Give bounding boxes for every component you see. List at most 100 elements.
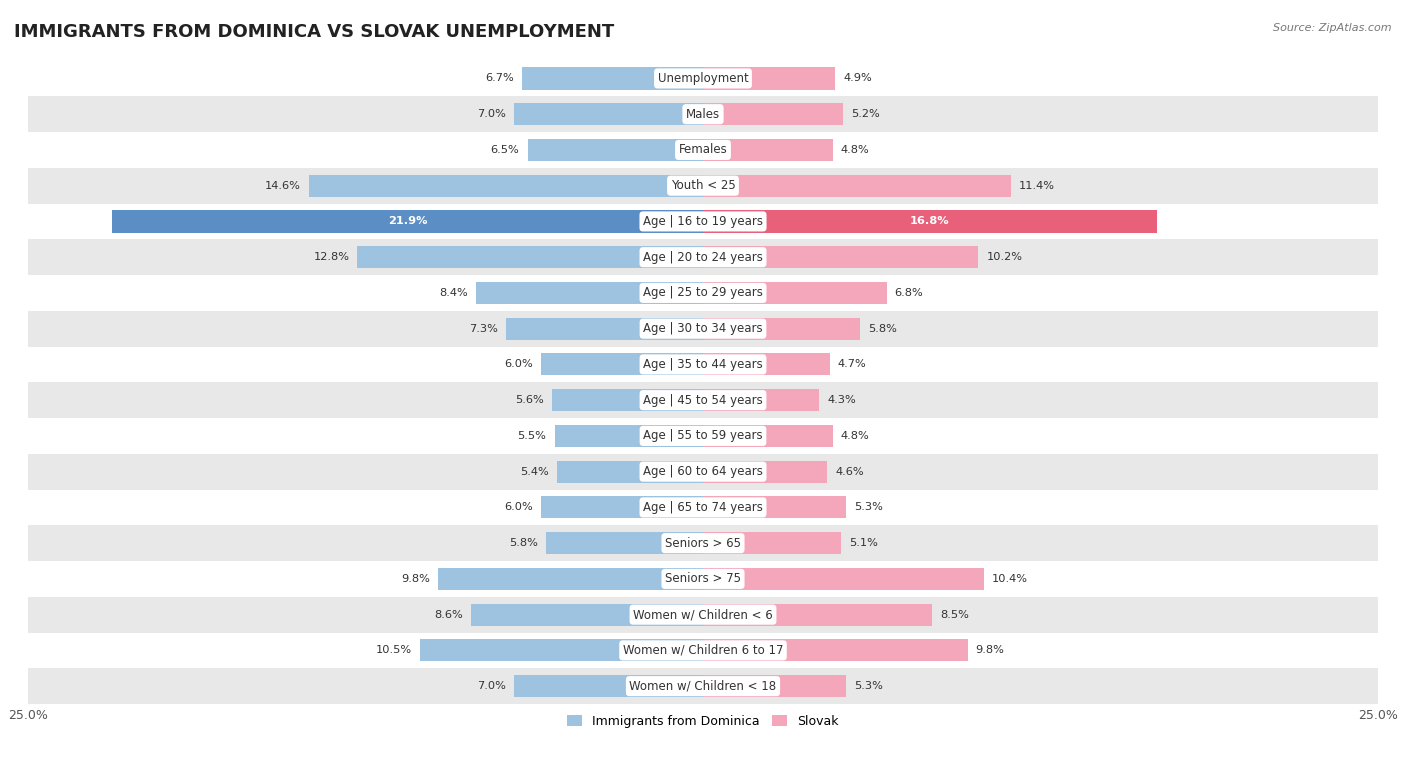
Text: Women w/ Children < 6: Women w/ Children < 6 <box>633 608 773 621</box>
Bar <box>703 318 859 340</box>
Text: Source: ZipAtlas.com: Source: ZipAtlas.com <box>1274 23 1392 33</box>
Text: 4.9%: 4.9% <box>844 73 872 83</box>
Text: 8.5%: 8.5% <box>941 609 969 620</box>
Bar <box>703 354 830 375</box>
Text: 16.8%: 16.8% <box>910 217 949 226</box>
Text: 5.3%: 5.3% <box>855 681 883 691</box>
Text: 5.4%: 5.4% <box>520 466 550 477</box>
Text: IMMIGRANTS FROM DOMINICA VS SLOVAK UNEMPLOYMENT: IMMIGRANTS FROM DOMINICA VS SLOVAK UNEMP… <box>14 23 614 41</box>
Text: 6.7%: 6.7% <box>485 73 515 83</box>
Bar <box>28 275 1378 311</box>
Text: 6.0%: 6.0% <box>505 360 533 369</box>
Text: Youth < 25: Youth < 25 <box>671 179 735 192</box>
Bar <box>703 640 967 662</box>
Bar <box>541 354 703 375</box>
Bar <box>703 103 844 125</box>
Bar <box>703 460 827 483</box>
Text: 6.0%: 6.0% <box>505 503 533 512</box>
Bar <box>703 67 835 89</box>
Bar <box>703 497 846 519</box>
Bar <box>703 246 979 268</box>
Bar <box>28 132 1378 168</box>
Bar <box>28 168 1378 204</box>
Text: 4.7%: 4.7% <box>838 360 866 369</box>
Text: Age | 25 to 29 years: Age | 25 to 29 years <box>643 286 763 300</box>
Text: 5.1%: 5.1% <box>849 538 877 548</box>
Text: 4.3%: 4.3% <box>827 395 856 405</box>
Text: Age | 30 to 34 years: Age | 30 to 34 years <box>643 322 763 335</box>
Bar <box>112 210 703 232</box>
Bar <box>547 532 703 554</box>
Text: 6.5%: 6.5% <box>491 145 519 155</box>
Text: Seniors > 65: Seniors > 65 <box>665 537 741 550</box>
Bar <box>28 96 1378 132</box>
Text: Females: Females <box>679 143 727 157</box>
Bar <box>703 389 820 411</box>
Text: Women w/ Children < 18: Women w/ Children < 18 <box>630 680 776 693</box>
Bar <box>28 418 1378 453</box>
Bar <box>439 568 703 590</box>
Bar <box>28 239 1378 275</box>
Text: Age | 60 to 64 years: Age | 60 to 64 years <box>643 465 763 478</box>
Text: 7.0%: 7.0% <box>477 681 506 691</box>
Text: 12.8%: 12.8% <box>314 252 349 262</box>
Text: Seniors > 75: Seniors > 75 <box>665 572 741 585</box>
Text: Age | 35 to 44 years: Age | 35 to 44 years <box>643 358 763 371</box>
Text: 11.4%: 11.4% <box>1019 181 1054 191</box>
Text: Age | 55 to 59 years: Age | 55 to 59 years <box>643 429 763 442</box>
Text: 9.8%: 9.8% <box>976 646 1004 656</box>
Text: Age | 16 to 19 years: Age | 16 to 19 years <box>643 215 763 228</box>
Text: Age | 45 to 54 years: Age | 45 to 54 years <box>643 394 763 407</box>
Text: 10.4%: 10.4% <box>991 574 1028 584</box>
Bar <box>28 347 1378 382</box>
Text: 5.5%: 5.5% <box>517 431 547 441</box>
Text: 7.0%: 7.0% <box>477 109 506 119</box>
Bar <box>28 382 1378 418</box>
Text: 14.6%: 14.6% <box>264 181 301 191</box>
Bar <box>527 139 703 161</box>
Bar <box>471 603 703 626</box>
Text: 4.6%: 4.6% <box>835 466 863 477</box>
Text: 5.8%: 5.8% <box>509 538 538 548</box>
Bar <box>557 460 703 483</box>
Bar <box>309 175 703 197</box>
Text: 5.8%: 5.8% <box>868 324 897 334</box>
Bar <box>703 675 846 697</box>
Bar <box>551 389 703 411</box>
Bar <box>28 561 1378 597</box>
Bar <box>703 425 832 447</box>
Text: 10.2%: 10.2% <box>987 252 1022 262</box>
Text: 5.3%: 5.3% <box>855 503 883 512</box>
Bar <box>28 204 1378 239</box>
Bar <box>703 603 932 626</box>
Text: 5.6%: 5.6% <box>515 395 544 405</box>
Bar <box>28 633 1378 668</box>
Bar <box>515 675 703 697</box>
Bar <box>28 311 1378 347</box>
Bar <box>506 318 703 340</box>
Text: Unemployment: Unemployment <box>658 72 748 85</box>
Text: Age | 65 to 74 years: Age | 65 to 74 years <box>643 501 763 514</box>
Text: 10.5%: 10.5% <box>375 646 412 656</box>
Text: 21.9%: 21.9% <box>388 217 427 226</box>
Bar <box>28 597 1378 633</box>
Bar <box>419 640 703 662</box>
Bar <box>477 282 703 304</box>
Bar <box>541 497 703 519</box>
Text: Women w/ Children 6 to 17: Women w/ Children 6 to 17 <box>623 644 783 657</box>
Bar <box>28 668 1378 704</box>
Text: 8.4%: 8.4% <box>440 288 468 298</box>
Legend: Immigrants from Dominica, Slovak: Immigrants from Dominica, Slovak <box>562 710 844 733</box>
Bar <box>357 246 703 268</box>
Bar <box>28 490 1378 525</box>
Text: Age | 20 to 24 years: Age | 20 to 24 years <box>643 251 763 263</box>
Text: 5.2%: 5.2% <box>852 109 880 119</box>
Bar <box>522 67 703 89</box>
Text: 7.3%: 7.3% <box>470 324 498 334</box>
Bar <box>554 425 703 447</box>
Bar <box>28 525 1378 561</box>
Text: 4.8%: 4.8% <box>841 431 869 441</box>
Bar <box>28 453 1378 490</box>
Text: 9.8%: 9.8% <box>402 574 430 584</box>
Bar <box>28 61 1378 96</box>
